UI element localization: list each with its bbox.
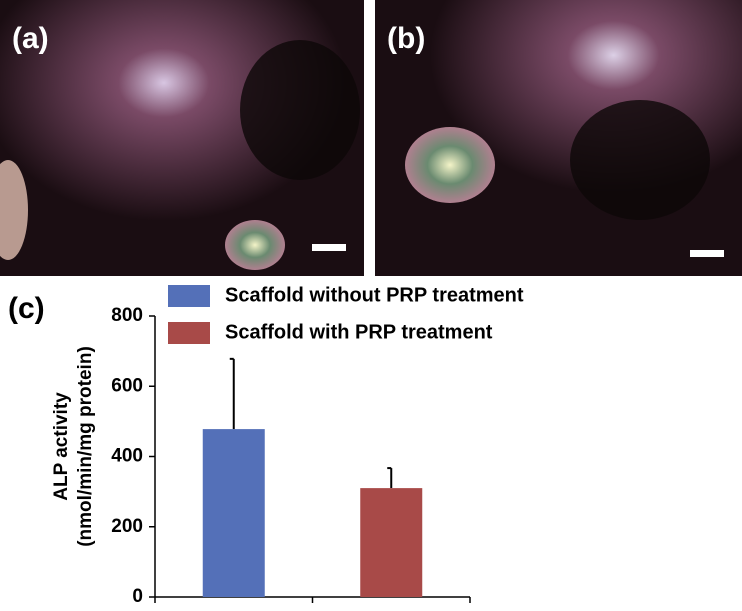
bar xyxy=(202,429,265,597)
image-b xyxy=(375,0,742,276)
y-tick-label: 800 xyxy=(111,305,143,326)
y-axis-label: ALP activity xyxy=(51,392,72,501)
panel-label: (a) xyxy=(12,22,49,55)
y-axis-label: (nmol/min/mg protein) xyxy=(75,346,96,547)
panel-label: (b) xyxy=(387,22,425,55)
y-tick-label: 200 xyxy=(111,516,143,537)
legend-label: Scaffold without PRP treatment xyxy=(225,284,524,306)
y-tick-label: 0 xyxy=(132,586,143,606)
legend-label: Scaffold with PRP treatment xyxy=(225,321,493,343)
legend-swatch xyxy=(168,285,210,307)
legend-swatch xyxy=(168,322,210,344)
panel-label: (c) xyxy=(8,292,45,325)
y-tick-label: 400 xyxy=(111,446,143,467)
scale-bar xyxy=(690,250,724,257)
bar xyxy=(360,488,423,597)
y-tick-label: 600 xyxy=(111,375,143,396)
scale-bar xyxy=(312,244,346,251)
image-a xyxy=(0,0,364,276)
